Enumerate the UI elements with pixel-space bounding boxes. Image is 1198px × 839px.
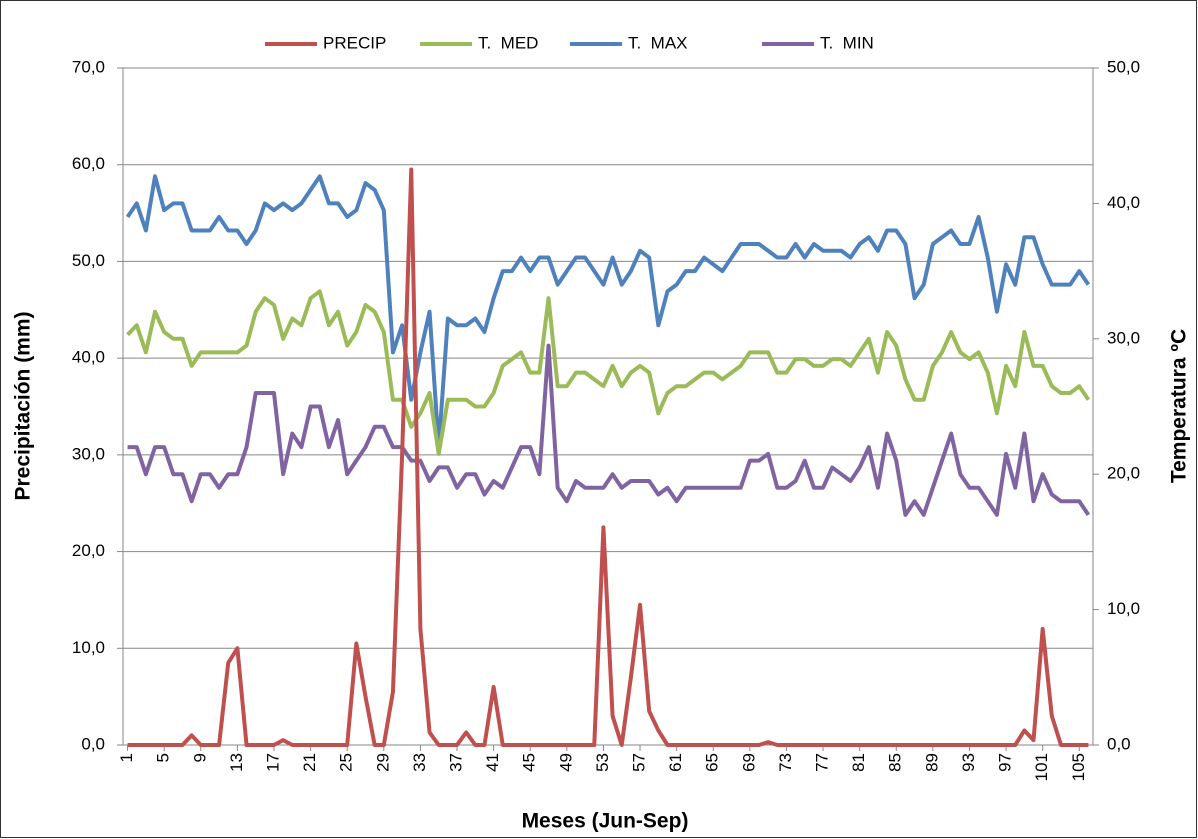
- y-tick-label: 60,0: [72, 154, 105, 173]
- y2-tick-label: 40,0: [1107, 193, 1140, 212]
- y-tick-label: 10,0: [72, 638, 105, 657]
- x-tick-label: 53: [593, 753, 612, 772]
- x-tick-label: 105: [1069, 753, 1088, 781]
- x-tick-label: 21: [300, 753, 319, 772]
- x-tick-label: 41: [483, 753, 502, 772]
- x-tick-label: 89: [922, 753, 941, 772]
- y2-tick-label: 0,0: [1107, 734, 1131, 753]
- x-tick-label: 1: [117, 753, 136, 762]
- x-tick-label: 97: [996, 753, 1015, 772]
- x-tick-label: 33: [410, 753, 429, 772]
- x-tick-label: 65: [703, 753, 722, 772]
- y-tick-label: 30,0: [72, 444, 105, 463]
- legend-label: PRECIP: [323, 33, 386, 52]
- x-tick-label: 77: [813, 753, 832, 772]
- y-tick-label: 70,0: [72, 57, 105, 76]
- x-tick-label: 93: [959, 753, 978, 772]
- y-tick-label: 50,0: [72, 251, 105, 270]
- series-line: [126, 289, 1091, 456]
- y-tick-label: 20,0: [72, 541, 105, 560]
- legend-label: T. MAX: [628, 33, 688, 52]
- x-tick-label: 61: [666, 753, 685, 772]
- x-tick-label: 29: [373, 753, 392, 772]
- series-line: [127, 167, 1089, 747]
- y2-tick-label: 50,0: [1107, 57, 1140, 76]
- x-tick-label: 85: [886, 753, 905, 772]
- x-tick-label: 81: [849, 753, 868, 772]
- y2-axis-title: Temperatura ºC: [1168, 329, 1191, 483]
- x-axis-title: Meses (Jun-Sep): [522, 810, 689, 833]
- x-tick-label: 37: [446, 753, 465, 772]
- x-tick-label: 101: [1032, 753, 1051, 781]
- legend-label: T. MIN: [820, 33, 874, 52]
- y2-tick-label: 10,0: [1107, 599, 1140, 618]
- y-tick-label: 0,0: [81, 734, 105, 753]
- x-tick-label: 25: [337, 753, 356, 772]
- x-tick-label: 69: [739, 753, 758, 772]
- x-tick-label: 13: [227, 753, 246, 772]
- y-axis-title: Precipitación (mm): [12, 311, 35, 500]
- x-tick-label: 73: [776, 753, 795, 772]
- x-tick-label: 5: [154, 753, 173, 762]
- x-tick-label: 49: [556, 753, 575, 772]
- y2-tick-label: 30,0: [1107, 328, 1140, 347]
- x-tick-label: 17: [263, 753, 282, 772]
- x-tick-label: 57: [630, 753, 649, 772]
- legend-label: T. MED: [478, 33, 538, 52]
- series-line: [127, 343, 1091, 517]
- y2-tick-label: 20,0: [1107, 464, 1140, 483]
- x-tick-label: 45: [520, 753, 539, 772]
- y-tick-label: 40,0: [72, 348, 105, 367]
- series-line: [125, 174, 1091, 450]
- x-tick-label: 9: [190, 753, 209, 762]
